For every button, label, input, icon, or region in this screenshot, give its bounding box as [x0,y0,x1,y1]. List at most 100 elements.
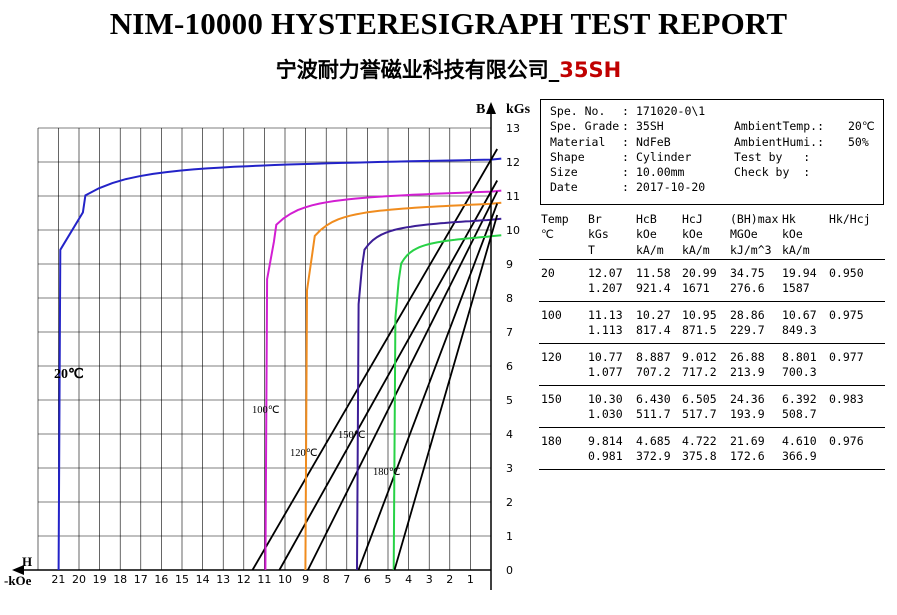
intrinsic-curve-20c [57,157,502,571]
results-cell: 10.67 [782,308,817,322]
intrinsic-curve-120c [304,201,502,571]
intrinsic-curve-180c [392,234,502,571]
date-value: 2017-10-20 [636,180,706,195]
header-cell: HcB [636,212,657,226]
results-cell: 517.7 [682,407,717,422]
x-axis-label-h: H [22,554,32,569]
results-cell: 10.77 [588,350,623,364]
results-cell: 229.7 [730,323,765,338]
y-tick-label: 4 [506,428,513,441]
x-tick-label: 3 [426,573,433,586]
results-cell: 0.983 [829,392,864,406]
results-cell: 10.30 [588,392,623,406]
results-cell: 172.6 [730,449,765,464]
grade-label: 35SH [559,58,622,82]
results-cell: 6.392 [782,392,817,406]
x-tick-label: 2 [446,573,453,586]
results-row: 120 10.77 1.077 8.887 707.2 9.012 717.2 26.88 21… [539,344,885,386]
chart-grid [37,127,491,570]
x-tick-label: 10 [278,573,292,586]
header-cell: kOe [682,227,703,242]
results-row: 100 11.13 1.113 10.27 817.4 10.95 871.5 28.86 22… [539,302,885,344]
header-cell: kGs [588,227,609,242]
spe-grade-label: Spe. Grade [550,119,620,134]
header-cell: Br [588,212,602,226]
results-cell: 28.86 [730,308,765,322]
y-tick-label: 3 [506,462,513,475]
normal-curve-120c [307,191,499,571]
results-cell: 11.58 [636,266,671,280]
results-cell: 12.07 [588,266,623,280]
x-tick-label: 13 [216,573,230,586]
report-subtitle: 宁波耐力誉磁业科技有限公司_35SH [0,54,897,84]
results-cell: 20 [541,266,555,280]
results-cell: 1.113 [588,323,623,338]
results-cell: 21.69 [730,434,765,448]
ambient-humi-value: 50% [848,134,869,149]
material-value: NdFeB [636,134,671,149]
curve-label-20c: 20℃ [54,367,84,382]
results-cell: 26.88 [730,350,765,364]
normal-curve-150c [357,203,499,571]
ambient-temp-value: 20℃ [848,119,875,134]
x-tick-label: 19 [93,573,107,586]
y-tick-label: 6 [506,360,513,373]
x-tick-label: 5 [385,573,392,586]
results-cell: 180 [541,434,562,448]
results-cell: 213.9 [730,365,765,380]
results-cell: 6.505 [682,392,717,406]
results-row: 20 12.07 1.207 11.58 921.4 20.99 1671 34.75 276.… [539,260,885,302]
header-cell: kA/m [682,242,710,257]
x-tick-label: 1 [467,573,474,586]
results-cell: 0.950 [829,266,864,280]
size-value: 10.00mm [636,165,685,180]
x-tick-label: 20 [72,573,86,586]
results-cell: 511.7 [636,407,671,422]
normal-curve-100c [278,180,498,571]
results-cell: 4.722 [682,434,717,448]
y-tick-label: 11 [506,190,520,203]
x-tick-label: 21 [51,573,65,586]
check-by-label: Check by : [734,165,811,180]
ambient-temp-label: AmbientTemp.: [734,119,825,134]
results-cell: 11.13 [588,308,623,322]
y-axis-label-b: B [476,102,485,117]
results-cell: 849.3 [782,323,817,338]
y-tick-label: 2 [506,496,513,509]
results-header: Temp ℃ Br kGs T HcB kOe kA/m HcJ kOe kA/m (BH)max MG… [539,212,885,260]
results-cell: 1.077 [588,365,623,380]
x-axis-label-unit: -kOe [4,573,32,588]
y-tick-label: 8 [506,292,513,305]
chart-axes [12,102,496,590]
spe-grade-value: 35SH [636,119,664,134]
results-cell: 4.610 [782,434,817,448]
curve-label-120c: 120℃ [290,448,318,459]
header-cell: T [588,242,595,257]
intrinsic-curve-150c [356,217,502,571]
specimen-info-box: Spe. No.:171020-0\1 Spe. Grade:35SH Ambie… [540,99,884,205]
results-cell: 717.2 [682,365,717,380]
results-cell: 700.3 [782,365,817,380]
header-cell: HcJ [682,212,703,226]
results-cell: 0.977 [829,350,864,364]
y-tick-label: 10 [506,224,520,237]
y-tick-label: 12 [506,156,520,169]
results-cell: 276.6 [730,281,765,296]
x-tick-label: 7 [343,573,350,586]
y-tick-label: 7 [506,326,513,339]
x-tick-label: 17 [134,573,148,586]
spe-no-label: Spe. No. [550,104,606,118]
results-cell: 100 [541,308,562,322]
results-cell: 8.801 [782,350,817,364]
spe-no-value: 171020-0\1 [636,104,706,118]
results-cell: 375.8 [682,449,717,464]
x-tick-label: 9 [302,573,309,586]
y-tick-label: 9 [506,258,513,271]
results-cell: 0.975 [829,308,864,322]
results-cell: 9.012 [682,350,717,364]
results-row: 180 9.814 0.981 4.685 372.9 4.722 375.8 21.69 17… [539,428,885,470]
results-cell: 8.887 [636,350,671,364]
results-cell: 508.7 [782,407,817,422]
header-cell: kA/m [636,242,664,257]
bh-curves: 20℃ 100℃ 120℃ 150℃ 180℃ [54,148,502,571]
